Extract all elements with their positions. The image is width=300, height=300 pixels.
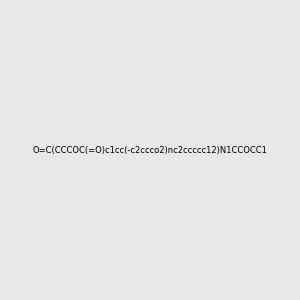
Text: O=C(CCCOC(=O)c1cc(-c2ccco2)nc2ccccc12)N1CCOCC1: O=C(CCCOC(=O)c1cc(-c2ccco2)nc2ccccc12)N1…	[33, 146, 267, 154]
